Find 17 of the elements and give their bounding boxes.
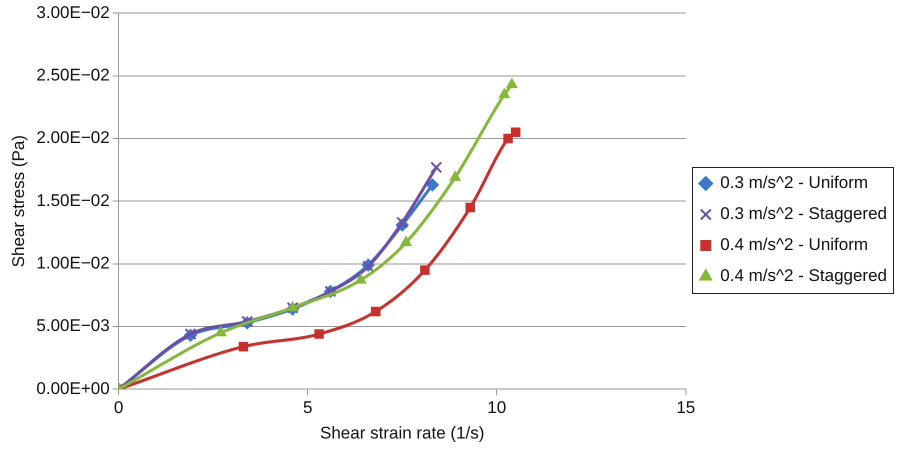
y-tick-label: 5.00E−03: [36, 316, 110, 336]
y-axis-title: Shear stress (Pa): [8, 135, 28, 268]
y-tick-label: 1.50E−02: [36, 190, 110, 210]
x-tick-label: 10: [487, 398, 506, 418]
y-tick-label: 2.50E−02: [36, 66, 110, 85]
legend-label: 0.4 m/s^2 - Staggered: [720, 266, 888, 286]
y-tick-label: 1.00E−02: [36, 254, 110, 273]
legend-label: 0.3 m/s^2 - Staggered: [720, 204, 888, 224]
y-tick-label: 2.00E−02: [36, 128, 110, 148]
x-tick-label: 0: [114, 398, 124, 418]
legend-label: 0.3 m/s^2 - Uniform: [720, 173, 868, 192]
y-tick-label: 3.00E−02: [36, 2, 110, 22]
y-tick-label: 0.00E+00: [36, 378, 110, 398]
x-tick-label: 5: [302, 398, 312, 418]
legend-label: 0.4 m/s^2 - Uniform: [720, 235, 868, 254]
x-tick-label: 15: [676, 398, 696, 418]
x-axis-title: Shear strain rate (1/s): [320, 423, 484, 442]
